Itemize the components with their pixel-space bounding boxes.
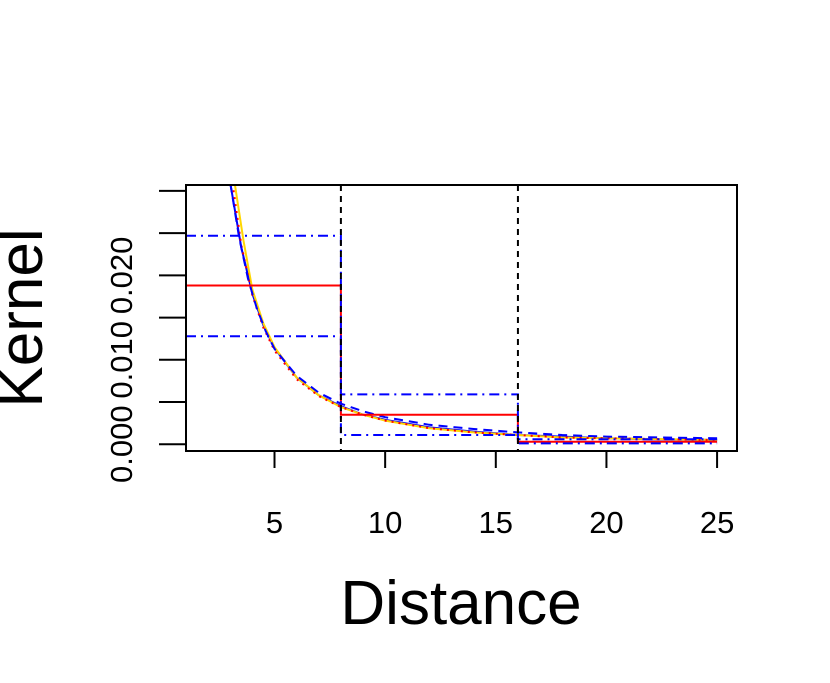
plot-frame — [185, 184, 738, 452]
x-axis: 5 10 15 20 25 — [266, 450, 734, 540]
curve-line-3 — [229, 185, 718, 440]
curve-line-2 — [231, 185, 718, 441]
series-layer — [186, 185, 718, 445]
x-tick-label-3: 20 — [589, 505, 623, 540]
step-line-6 — [186, 335, 718, 445]
y-tick-label-0: 0.000 — [104, 405, 139, 483]
curve-line-1 — [233, 185, 718, 441]
x-tick-label-2: 15 — [479, 505, 513, 540]
y-axis-title: Kernel — [0, 228, 56, 407]
y-tick-label-2: 0.010 — [104, 321, 139, 399]
x-tick-label-0: 5 — [266, 505, 283, 540]
break-lines — [339, 185, 519, 451]
x-tick-label-1: 10 — [368, 505, 402, 540]
step-line-5 — [186, 234, 718, 441]
x-axis-title: Distance — [340, 569, 581, 638]
step-line-4 — [186, 284, 718, 443]
y-axis: 0.000 0.010 0.020 — [104, 189, 187, 483]
y-tick-label-4: 0.020 — [104, 237, 139, 315]
x-tick-label-4: 25 — [700, 505, 734, 540]
curve-line-0 — [229, 185, 718, 441]
